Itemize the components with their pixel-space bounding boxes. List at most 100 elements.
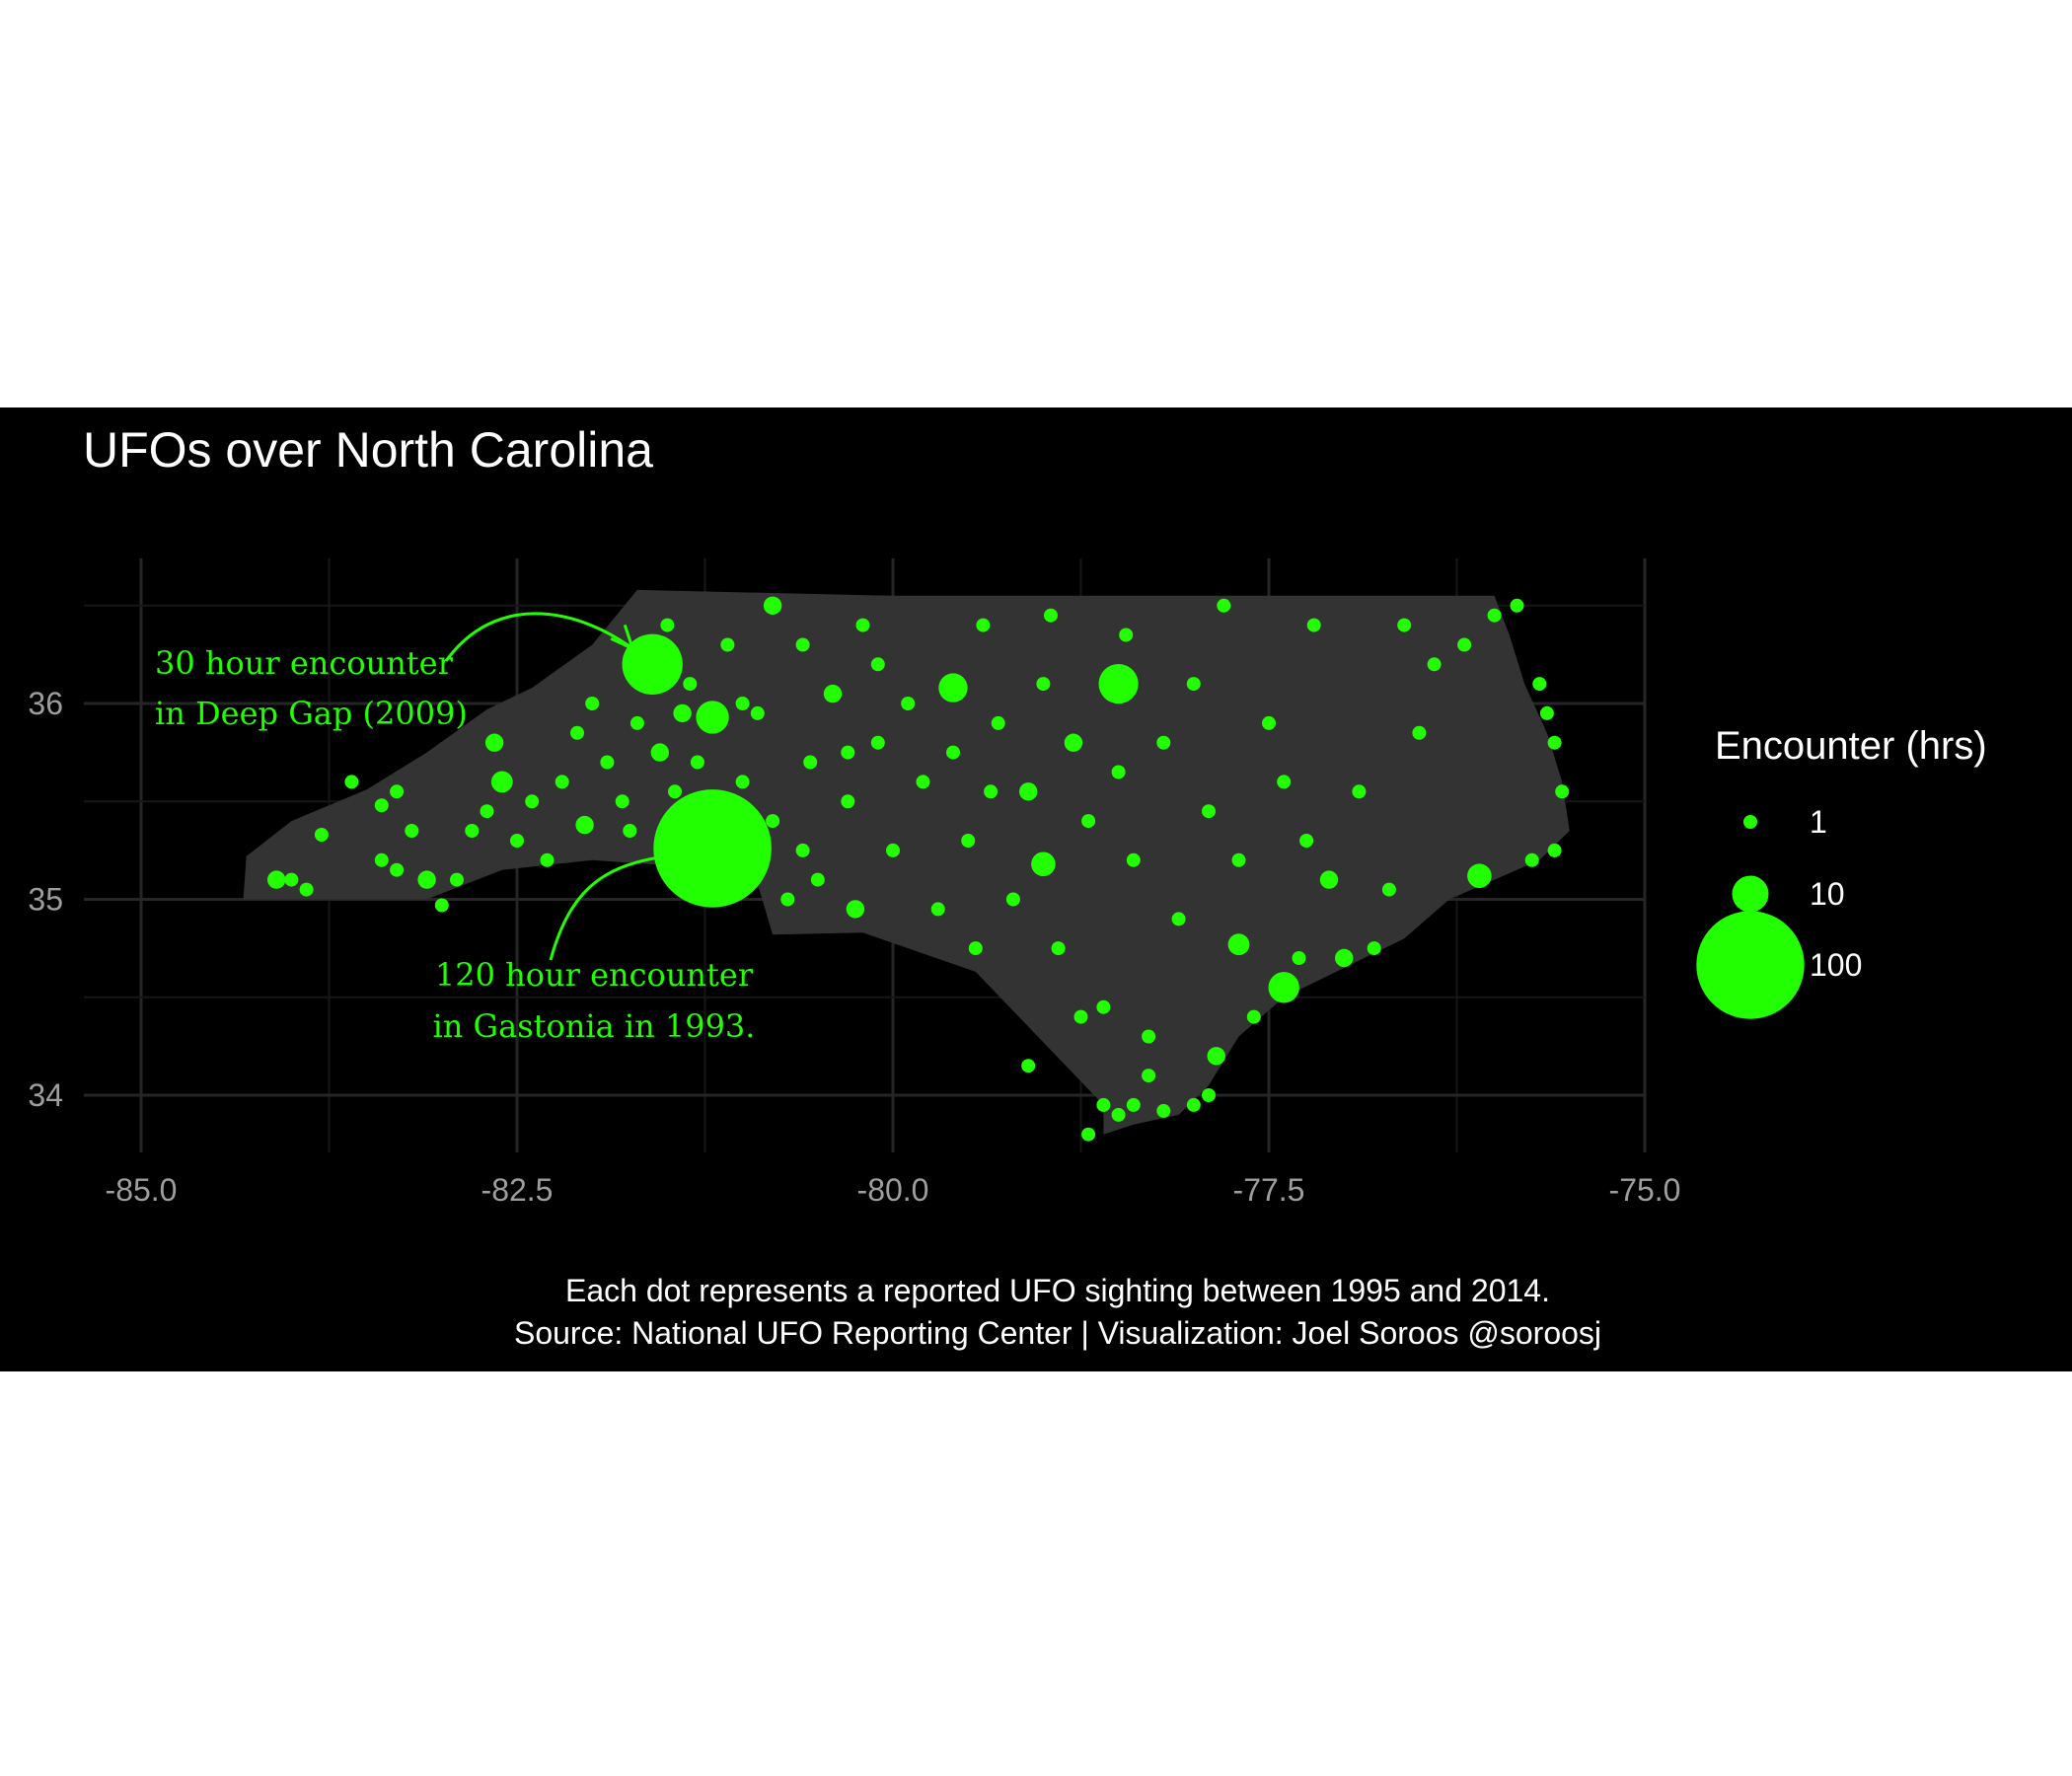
sighting-point	[1268, 972, 1299, 1003]
sighting-point	[417, 870, 436, 889]
sighting-point	[1036, 677, 1051, 692]
sighting-point	[1292, 951, 1306, 965]
sighting-point	[1031, 851, 1056, 877]
sighting-point	[766, 814, 780, 829]
sighting-point	[540, 852, 555, 867]
sighting-point	[735, 882, 750, 897]
sighting-point	[961, 834, 976, 848]
sighting-point	[1319, 870, 1339, 889]
legend-key-label: 10	[1810, 876, 1845, 912]
sighting-point	[976, 618, 991, 632]
sighting-point	[1064, 733, 1083, 752]
sighting-point	[763, 596, 782, 615]
sighting-point	[299, 882, 314, 897]
sighting-point	[991, 715, 1005, 730]
sighting-point	[1186, 1097, 1201, 1112]
sighting-point	[984, 784, 999, 799]
sighting-point	[575, 815, 594, 835]
annotation-gastonia-line-1: 120 hour encounter	[435, 956, 754, 994]
sighting-point	[1524, 852, 1539, 867]
legend-key-dot	[1732, 875, 1769, 913]
y-tick-label: 36	[28, 686, 63, 721]
sighting-point	[1299, 834, 1314, 848]
sighting-point	[668, 784, 682, 799]
caption-line-2: Source: National UFO Reporting Center | …	[514, 1315, 1601, 1351]
sighting-point	[480, 804, 494, 819]
x-tick-label: -77.5	[1233, 1172, 1305, 1208]
sighting-point	[1397, 618, 1412, 632]
sighting-point	[720, 637, 735, 652]
sighting-point	[615, 794, 629, 809]
sighting-point	[490, 771, 513, 793]
sighting-point	[465, 824, 480, 838]
sighting-point	[1227, 933, 1250, 956]
size-legend: Encounter (hrs) 1 10 100	[1696, 724, 1987, 1019]
sighting-point	[374, 852, 389, 867]
sighting-point	[870, 657, 885, 672]
sighting-point	[390, 862, 405, 877]
sighting-point	[1096, 1097, 1111, 1112]
sighting-point	[946, 745, 960, 760]
sighting-point	[744, 835, 772, 862]
sighting-point	[450, 872, 464, 887]
annotation-gastonia-line-2: in Gastonia in 1993.	[433, 1007, 756, 1045]
annotation-arrowhead-deep-gap	[610, 624, 635, 652]
sighting-point	[1352, 784, 1367, 799]
sighting-point	[1098, 664, 1139, 704]
sighting-point	[600, 755, 615, 770]
sighting-point	[1381, 882, 1396, 897]
sighting-point	[735, 697, 750, 710]
sighting-point	[555, 775, 569, 789]
legend-key-dot	[1696, 911, 1805, 1019]
chart-title: UFOs over North Carolina	[83, 422, 653, 478]
sighting-point	[1202, 1088, 1216, 1102]
sighting-point	[1051, 941, 1066, 956]
sighting-point	[901, 697, 916, 710]
sighting-point	[696, 701, 729, 734]
sighting-point	[525, 794, 540, 809]
sighting-point	[803, 755, 818, 770]
chart-panel: 30 hour encounter in Deep Gap (2009) 120…	[0, 407, 2072, 1371]
sighting-point	[1487, 608, 1502, 623]
annotation-deep-gap-line-2: in Deep Gap (2009)	[155, 695, 468, 732]
sighting-point	[1142, 1069, 1156, 1083]
sighting-point	[938, 673, 968, 703]
sighting-point	[267, 870, 286, 889]
sighting-point	[1156, 1103, 1171, 1118]
sighting-point	[650, 743, 669, 762]
annotation-arrow-deep-gap	[444, 612, 634, 662]
sighting-point	[585, 697, 600, 710]
sighting-point	[750, 705, 765, 720]
sighting-point	[1044, 608, 1058, 623]
sighting-point	[930, 902, 945, 917]
sighting-point	[1202, 804, 1216, 819]
sighting-point	[434, 898, 449, 913]
sighting-point	[1367, 941, 1381, 956]
sighting-point	[1081, 814, 1096, 829]
sighting-point	[1306, 618, 1321, 632]
sighting-point	[344, 775, 359, 789]
sighting-point	[673, 703, 692, 723]
sighting-point	[1021, 1059, 1036, 1073]
sighting-point	[1081, 1127, 1096, 1142]
sighting-point	[1111, 765, 1126, 779]
legend-key-label: 100	[1810, 947, 1862, 983]
sighting-point	[855, 618, 870, 632]
sighting-point	[683, 677, 698, 692]
annotations: 30 hour encounter in Deep Gap (2009) 120…	[155, 612, 756, 1045]
sighting-point	[1467, 863, 1492, 888]
sighting-point	[916, 775, 930, 789]
sighting-point	[795, 843, 810, 857]
sighting-point	[314, 828, 329, 842]
sighting-point	[1555, 784, 1570, 799]
chart: 30 hour encounter in Deep Gap (2009) 120…	[28, 422, 1987, 1351]
sighting-point	[780, 892, 795, 907]
sighting-point	[1142, 1029, 1156, 1044]
sighting-point	[1126, 852, 1141, 867]
sighting-points	[267, 596, 1570, 1142]
sighting-point	[484, 733, 504, 752]
annotation-arrowhead-gastonia	[662, 839, 686, 873]
sighting-point	[405, 824, 419, 838]
sighting-point	[1427, 657, 1442, 672]
sighting-point	[1005, 892, 1020, 907]
